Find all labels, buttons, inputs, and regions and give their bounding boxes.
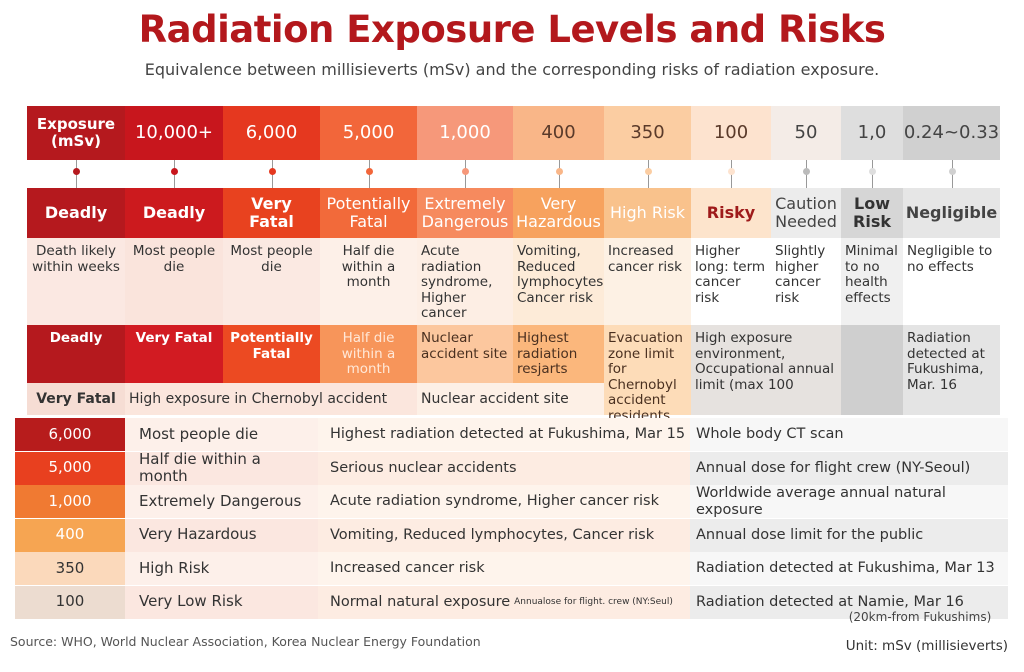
example-cell: Very Fatal [125,325,223,383]
table-effect-cell: Vomiting, Reduced lymphocytes, Cancer ri… [318,518,690,552]
exposure-header-cell: 100 [691,106,771,160]
marker-dot [171,168,178,175]
health-effect-cell: Slightly higher cancer risk [771,238,841,325]
table-effect-cell: Highest radiation detected at Fukushima,… [318,418,690,451]
chernobyl-row-cell: Very Fatal [27,383,125,415]
health-effect-cell: Negligible to no effects [903,238,1000,325]
effect-note: Annualose for flight. crew (NY:Seul) [514,596,673,607]
page-title: Radiation Exposure Levels and Risks [138,8,886,51]
risk-category-cell: Extremely Dangerous [417,188,513,238]
table-effect-cell: Acute radiation syndrome, Higher cancer … [318,485,690,518]
example-note: (20km-from Fukushims) [848,610,992,625]
exposure-header-cell: 350 [604,106,691,160]
risk-category-cell: Deadly [125,188,223,238]
table-dose-cell: 100 [15,585,125,619]
health-effect-cell: Death likely within weeks [27,238,125,325]
marker-dot [365,168,373,175]
table-effect-cell: Normal natural exposure Annualose for fli… [318,585,690,619]
table-example-cell: Radiation detected at Fukushima, Mar 13 [690,552,1008,585]
example-cell: Nuclear accident site [417,325,513,383]
table-risk-cell: Half die within a month [125,450,318,485]
marker-dot [644,168,652,175]
example-cell: Radiation detected at Fukushima, Mar. 16 [903,325,1000,415]
example-cell: Highest radiation resjarts [513,325,604,383]
source-note: Source: WHO, World Nuclear Association, … [10,634,481,649]
exposure-header-cell: 1,0 [841,106,903,160]
marker-dot [73,168,80,175]
table-example-cell: Worldwide average annual natural exposur… [690,485,1008,518]
effect-text: Serious nuclear accidents [330,459,517,476]
risk-category-cell: Potentially Fatal [320,188,417,238]
example-cell: Potentially Fatal [223,325,320,383]
exposure-header-cell: 50 [771,106,841,160]
marker-dot [268,168,276,175]
effect-text: Increased cancer risk [330,560,485,577]
table-dose-cell: 400 [15,518,125,552]
marker-dot [803,168,810,175]
example-cell: Evacuation zone limit for Chernobyl acci… [604,325,691,423]
table-example-cell: Annual dose limit for the public [690,518,1008,552]
example-cell: Half die within a month [320,325,417,383]
table-dose-cell: 1,000 [15,485,125,518]
exposure-header-cell: 6,000 [223,106,320,160]
effect-text: Acute radiation syndrome, Higher cancer … [330,493,659,510]
effect-text: Normal natural exposure [330,593,511,610]
table-effect-cell: Serious nuclear accidents [318,451,690,485]
example-cell: High exposure environment, Occupational … [691,325,841,415]
risk-category-cell: Very Hazardous [513,188,604,238]
health-effect-cell: Higher long: term cancer risk [691,238,771,325]
risk-category-cell: Risky [691,188,771,238]
table-risk-cell: Extremely Dangerous [125,485,318,518]
risk-category-cell: Caution Needed [771,188,841,238]
table-dose-cell: 5,000 [15,451,125,485]
table-risk-cell: Most people die [125,418,318,451]
table-dose-cell: 350 [15,552,125,585]
health-effect-cell: Most people die [125,238,223,325]
health-effect-cell: Minimal to no health effects [841,238,903,325]
page-subtitle: Equivalence between millisieverts (mSv) … [144,60,880,79]
marker-dot [728,168,735,175]
health-effect-cell: Vomiting, Reduced lymphocytes, Cancer ri… [513,238,608,325]
effect-text: Highest radiation detected at Fukushima,… [330,426,686,443]
risk-category-cell: Negligible [903,188,1000,238]
marker-dot [869,168,876,175]
health-effect-cell: Acute radiation syndrome, Higher cancer [417,238,513,325]
table-risk-cell: High Risk [125,552,318,585]
exposure-header-cell: Exposure (mSv) [27,106,125,160]
table-effect-cell: Increased cancer risk [318,552,690,585]
health-effect-cell: Half die within a month [320,238,417,325]
table-example-cell: Whole body CT scan [690,418,1008,451]
health-effect-cell: Most people die [223,238,320,325]
chernobyl-row-cell: High exposure in Chernobyl accident [125,383,417,415]
marker-dot [462,168,469,175]
risk-category-cell: Low Risk [841,188,903,238]
exposure-header-cell: 10,000+ [125,106,223,160]
marker-dot [555,168,563,175]
example-cell [841,325,903,415]
health-effect-cell: Increased cancer risk [604,238,691,325]
example-cell: Deadly [27,325,125,383]
risk-category-cell: Deadly [27,188,125,238]
exposure-header-cell: 0.24~0.33 [903,106,1000,160]
marker-dot [948,168,956,175]
chernobyl-row-cell: Nuclear accident site [417,383,604,415]
table-risk-cell: Very Low Risk [125,585,318,619]
table-dose-cell: 6,000 [15,418,125,451]
table-risk-cell: Very Hazardous [125,518,318,552]
table-example-cell: Annual dose for flight crew (NY-Seoul) [690,451,1008,485]
exposure-header-cell: 5,000 [320,106,417,160]
unit-note: Unit: mSv (millisieverts) [845,638,1008,654]
risk-category-cell: Very Fatal [223,188,320,238]
risk-category-cell: High Risk [604,188,691,238]
exposure-header-cell: 400 [513,106,604,160]
table-example-cell: Radiation detected at Namie, Mar 16 [690,585,1008,619]
exposure-header-cell: 1,000 [417,106,513,160]
effect-text: Vomiting, Reduced lymphocytes, Cancer ri… [330,526,655,543]
